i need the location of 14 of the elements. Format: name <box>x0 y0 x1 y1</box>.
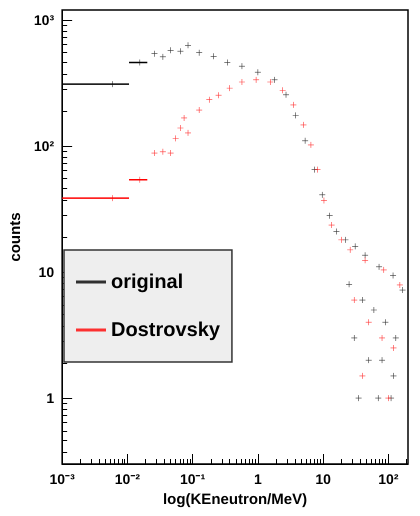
y-tick-label: 1 <box>46 390 54 406</box>
x-axis-title: log(KEneutron/MeV) <box>162 491 308 508</box>
x-tick-label: 10² <box>378 471 399 487</box>
y-tick-label: 10² <box>34 138 54 154</box>
x-tick-label: 10⁻¹ <box>180 471 206 487</box>
y-tick-label: 10 <box>38 264 54 280</box>
y-tick-label: 10³ <box>34 12 54 28</box>
legend-label: Dostrovsky <box>111 319 221 341</box>
x-tick-label: 10 <box>315 471 332 487</box>
x-tick-label: 10⁻² <box>114 471 140 487</box>
x-tick-label: 1 <box>254 471 262 487</box>
x-tick-label: 10⁻³ <box>50 471 76 487</box>
y-axis-title: counts <box>7 212 24 262</box>
legend-label: original <box>111 271 184 293</box>
